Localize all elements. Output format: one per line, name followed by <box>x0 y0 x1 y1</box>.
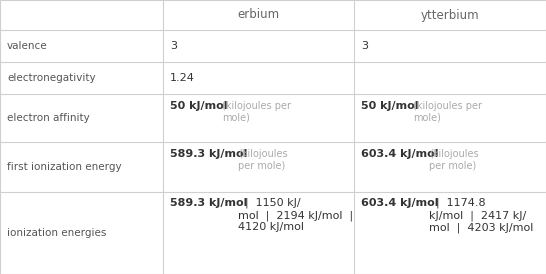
Text: valence: valence <box>7 41 48 51</box>
Text: ionization energies: ionization energies <box>7 228 106 238</box>
Text: 50 kJ/mol: 50 kJ/mol <box>361 101 418 111</box>
Text: 1.24: 1.24 <box>170 73 195 83</box>
Text: (kilojoules per
mole): (kilojoules per mole) <box>413 101 482 122</box>
Text: 589.3 kJ/mol: 589.3 kJ/mol <box>170 198 247 208</box>
Text: |  1174.8
kJ/mol  |  2417 kJ/
mol  |  4203 kJ/mol: | 1174.8 kJ/mol | 2417 kJ/ mol | 4203 kJ… <box>429 198 533 233</box>
Text: 603.4 kJ/mol: 603.4 kJ/mol <box>361 198 438 208</box>
Text: erbium: erbium <box>238 8 280 21</box>
Text: first ionization energy: first ionization energy <box>7 162 122 172</box>
Text: 3: 3 <box>170 41 177 51</box>
Text: (kilojoules
per mole): (kilojoules per mole) <box>238 149 288 171</box>
Text: 3: 3 <box>361 41 368 51</box>
Text: |  1150 kJ/
mol  |  2194 kJ/mol  |
4120 kJ/mol: | 1150 kJ/ mol | 2194 kJ/mol | 4120 kJ/m… <box>238 198 353 232</box>
Text: 50 kJ/mol: 50 kJ/mol <box>170 101 228 111</box>
Text: (kilojoules per
mole): (kilojoules per mole) <box>222 101 291 122</box>
Text: ytterbium: ytterbium <box>420 8 479 21</box>
Text: 589.3 kJ/mol: 589.3 kJ/mol <box>170 149 247 159</box>
Text: 603.4 kJ/mol: 603.4 kJ/mol <box>361 149 438 159</box>
Text: electron affinity: electron affinity <box>7 113 90 123</box>
Text: (kilojoules
per mole): (kilojoules per mole) <box>429 149 479 171</box>
Text: electronegativity: electronegativity <box>7 73 96 83</box>
